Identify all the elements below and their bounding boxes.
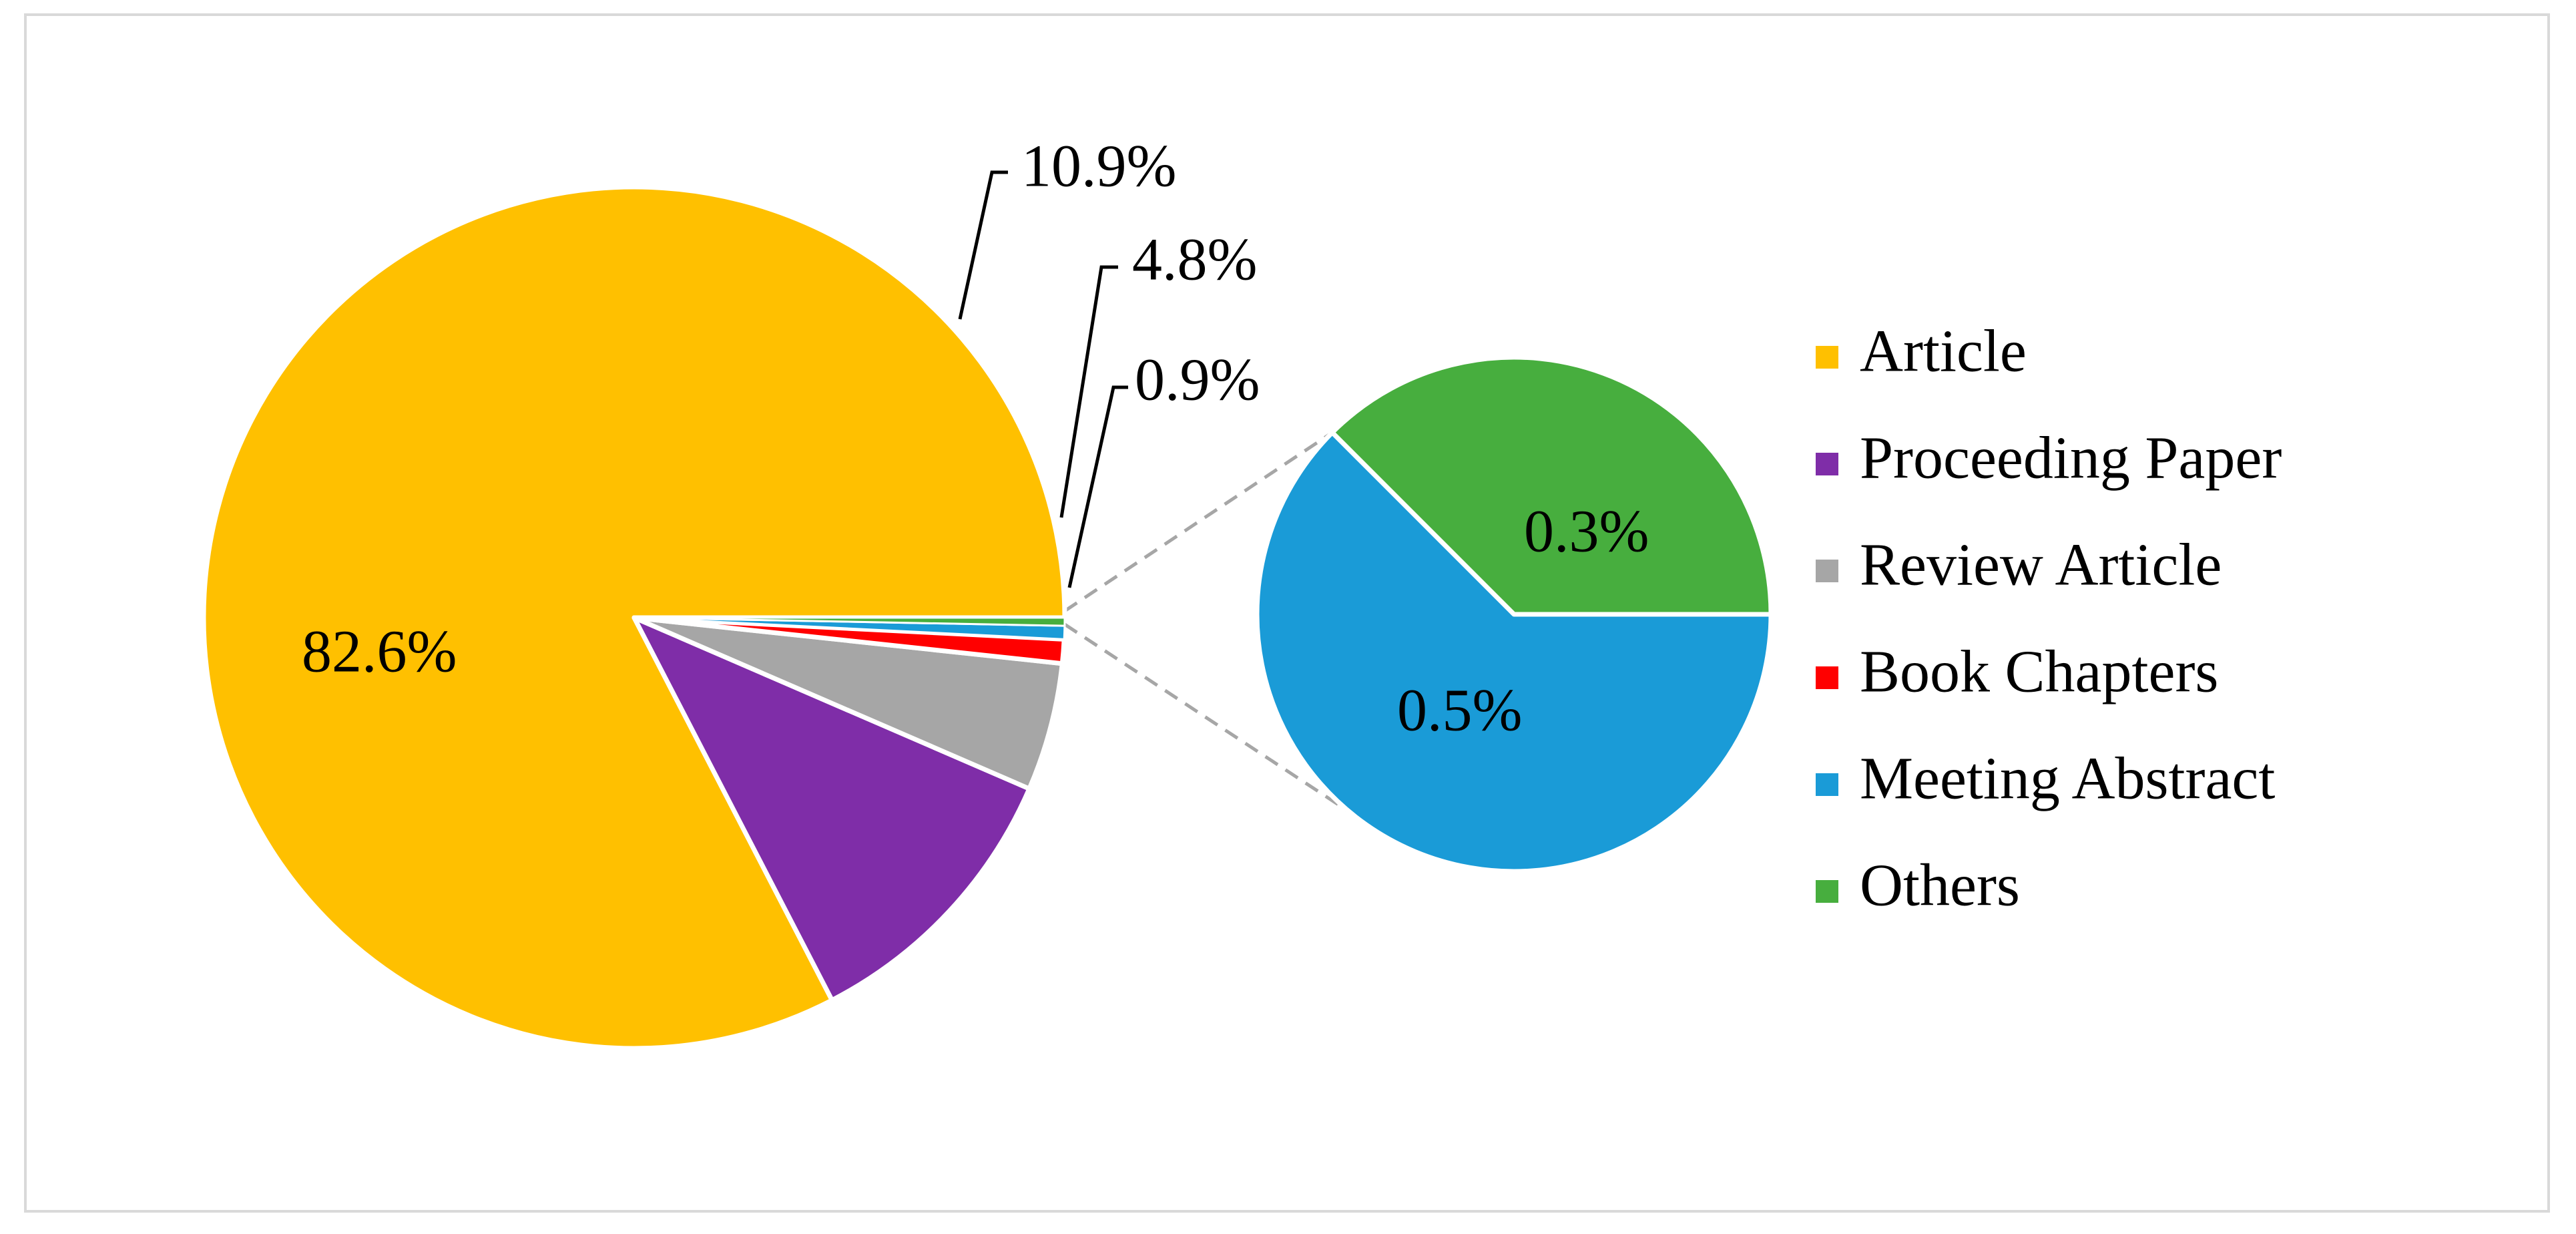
legend-item-meeting-abstract: Meeting Abstract <box>1816 746 2275 812</box>
legend-label-review-article: Review Article <box>1860 532 2222 598</box>
legend-item-article: Article <box>1816 319 2027 385</box>
main-pie <box>201 184 1067 1051</box>
legend: Article Proceeding Paper Review Article Boo… <box>1816 319 2282 919</box>
legend-item-book-chapters: Book Chapters <box>1816 639 2218 705</box>
legend-item-proceeding-paper: Proceeding Paper <box>1816 425 2282 491</box>
main-slice-proceeding-paper <box>631 615 1032 1003</box>
legend-label-book-chapters: Book Chapters <box>1860 639 2218 705</box>
main-slice-others <box>633 616 1066 627</box>
sub-slice-meeting-abstract <box>1254 430 1774 874</box>
data-label-book-chapters: 0.9% <box>1135 347 1260 413</box>
legend-swatch-meeting-abstract <box>1816 773 1838 796</box>
legend-label-meeting-abstract: Meeting Abstract <box>1860 746 2275 812</box>
legend-swatch-article <box>1816 346 1838 369</box>
main-slice-review-article <box>631 615 1065 791</box>
legend-label-others: Others <box>1860 853 2020 919</box>
legend-swatch-review-article <box>1816 560 1838 582</box>
legend-item-others: Others <box>1816 853 2020 919</box>
connector-lines <box>1063 431 1351 814</box>
data-label-article: 82.6% <box>302 619 457 685</box>
sub-slice-others <box>1330 355 1774 617</box>
secondary-pie <box>1254 355 1774 874</box>
legend-swatch-others <box>1816 880 1838 903</box>
legend-label-proceeding-paper: Proceeding Paper <box>1860 425 2282 491</box>
leader-line-review-article <box>1059 265 1118 518</box>
connector-top <box>1063 431 1334 613</box>
legend-label-article: Article <box>1860 319 2027 385</box>
connector-bottom <box>1063 622 1351 814</box>
data-labels: 82.6% 10.9% 4.8% 0.9% 0.5% 0.3% <box>302 134 1649 744</box>
legend-item-review-article: Review Article <box>1816 532 2222 598</box>
data-label-others: 0.3% <box>1524 499 1649 565</box>
leader-line-book-chapters <box>1067 385 1128 588</box>
legend-swatch-book-chapters <box>1816 666 1838 689</box>
legend-swatch-proceeding-paper <box>1816 453 1838 475</box>
data-label-proceeding-paper: 10.9% <box>1021 134 1176 200</box>
data-label-meeting-abstract: 0.5% <box>1397 678 1522 744</box>
leader-line-proceeding-paper <box>958 170 1008 320</box>
data-label-review-article: 4.8% <box>1132 227 1257 293</box>
leader-lines <box>958 170 1128 588</box>
